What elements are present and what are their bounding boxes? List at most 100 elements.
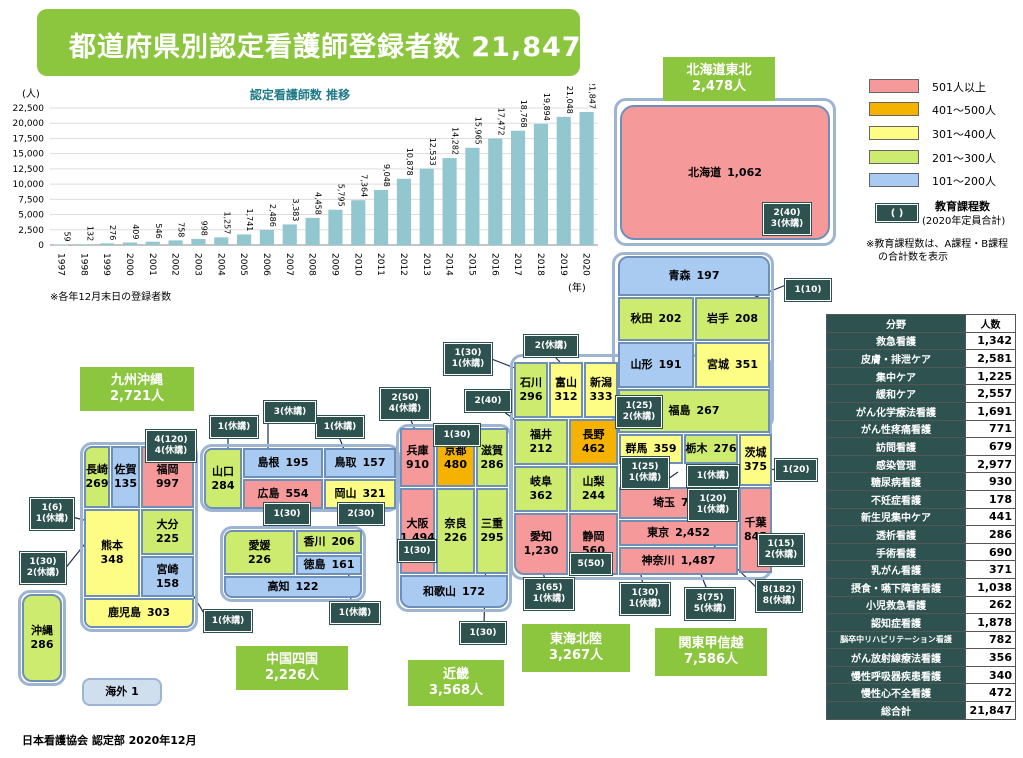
bar-value-label: 5,795 [336, 184, 345, 207]
table-cell-field: 総合計 [826, 701, 966, 720]
table-cell-count: 2,977 [965, 454, 1016, 474]
bar-value-label: 7,364 [359, 174, 368, 197]
bar-value-label: 15,965 [473, 117, 482, 145]
table-cell-field: 乳がん看護 [826, 560, 966, 579]
bar-2009 [328, 209, 343, 245]
bar-2010 [351, 200, 366, 245]
x-tick-label: 2008 [307, 253, 317, 276]
page-title: 都道府県別認定看護師登録者数 21,847名 [69, 32, 610, 63]
bar-value-label: 1,257 [222, 211, 231, 234]
x-tick-label: 2013 [421, 253, 431, 276]
x-tick-label: 2006 [261, 253, 271, 276]
table-row: 緩和ケア 2,557 [826, 384, 1016, 403]
pref-kanagawa: 神奈川 1,487 [619, 547, 738, 575]
bar-2007 [282, 224, 297, 245]
table-cell-count: 262 [965, 595, 1016, 615]
pref-saga: 佐賀 135 [111, 446, 140, 508]
pref-kumamoto: 熊本 348 [84, 509, 140, 597]
region-box-kinki: 近畿 3,568人 [408, 660, 504, 706]
course-box-nagano: 1(25) 2(休講) [615, 395, 663, 429]
bar-value-label: 9,048 [382, 164, 391, 187]
title-banner: 都道府県別認定看護師登録者数 21,847名 [37, 9, 609, 76]
table-cell-count: 690 [965, 542, 1016, 562]
chart-ylabel: (人) [22, 88, 40, 100]
course-box-hokkaido: 2(40) 3(休講) [762, 202, 812, 236]
bar-2017 [511, 130, 526, 245]
table-cell-count: 771 [965, 419, 1016, 439]
table-cell-field: 手術看護 [826, 542, 966, 562]
region-box-hokkaido-tohoku: 北海道東北 2,478人 [663, 57, 775, 101]
x-tick-label: 2011 [375, 253, 385, 276]
pref-wakayama: 和歌山 172 [400, 575, 508, 608]
legend-label-401: 401〜500人 [932, 104, 996, 117]
table-row: 感染管理 2,977 [826, 454, 1016, 474]
y-tick-label: 22,500 [13, 104, 45, 114]
y-tick-label: 5,000 [18, 211, 44, 221]
table-row: 小児救急看護 262 [826, 595, 1016, 615]
table-header-field: 分野 [826, 314, 966, 333]
legend-course-sub: (2020年定員合計) [922, 216, 1006, 227]
x-tick-label: 2003 [192, 253, 202, 276]
course-box-shizuoka: 5(50) [569, 552, 613, 576]
table-cell-field: がん性疼痛看護 [826, 419, 966, 439]
table-row: 摂食・嚥下障害看護 1,038 [826, 577, 1016, 597]
table-cell-field: がん放射線療法看護 [826, 648, 966, 667]
course-box-shimane: 3(休講) [263, 400, 317, 424]
table-cell-field: 感染管理 [826, 454, 966, 474]
bar-2006 [259, 229, 274, 245]
course-box-miyazaki: 1(休講) [203, 609, 253, 633]
pref-aomori: 青森 197 [618, 256, 770, 296]
field-count-table: 分野 人数 救急看護 1,342 皮膚・排泄ケア 2,581 集中ケア 1,225 緩和ケア… [826, 314, 1016, 720]
table-row: がん化学療法看護 1,691 [826, 401, 1016, 421]
pref-kagawa: 香川 206 [296, 530, 362, 554]
x-tick-label: 2012 [398, 253, 408, 276]
table-cell-count: 286 [965, 525, 1016, 544]
course-box-toyama: 2(休講) [523, 334, 579, 358]
y-tick-label: 15,000 [13, 150, 45, 160]
chart-title: 認定看護師数 推移 [250, 87, 350, 102]
table-cell-count: 679 [965, 437, 1016, 456]
pref-gifu: 岐阜 362 [514, 466, 568, 512]
table-cell-count: 2,557 [965, 384, 1016, 403]
table-header-count: 人数 [965, 314, 1016, 333]
bar-value-label: 10,878 [405, 148, 414, 176]
bar-2015 [465, 147, 480, 245]
table-cell-field: 不妊症看護 [826, 489, 966, 509]
y-tick-label: 10,000 [13, 180, 45, 190]
course-box-hiroshima: 1(30) [263, 502, 311, 526]
pref-tottori: 鳥取 157 [324, 448, 396, 478]
course-box-yamaguchi: 1(休講) [209, 415, 259, 439]
table-cell-field: 救急看護 [826, 331, 966, 351]
legend-swatch-101 [869, 173, 919, 187]
table-cell-count: 1,225 [965, 366, 1016, 386]
region-box-kyushu-okinawa: 九州沖縄 2,721人 [80, 367, 194, 411]
course-box-mie: 1(30) [459, 621, 507, 645]
course-box-gunma: 1(25) 1(休講) [620, 456, 670, 490]
table-row: がん放射線療法看護 356 [826, 648, 1016, 667]
pref-niigata: 新潟 333 [584, 362, 618, 418]
bar-2000 [122, 242, 137, 245]
bar-value-label: 21,048 [565, 86, 574, 114]
x-tick-label: 1997 [55, 253, 65, 276]
table-row: 訪問看護 679 [826, 437, 1016, 456]
pref-nagano: 長野 462 [569, 419, 618, 465]
table-cell-field: 糖尿病看護 [826, 472, 966, 491]
bar-1997 [54, 244, 69, 246]
pref-yamagata: 山形 191 [618, 342, 694, 388]
table-cell-count: 371 [965, 560, 1016, 579]
course-box-aichi: 3(65) 1(休講) [523, 577, 575, 611]
table-row: 認知症看護 1,878 [826, 613, 1016, 632]
bar-value-label: 19,894 [542, 93, 551, 121]
bar-2013 [419, 168, 434, 245]
pref-yamanashi: 山梨 244 [569, 466, 618, 512]
legend-swatch-301 [869, 126, 919, 140]
pref-shiga: 滋賀 286 [476, 428, 508, 487]
course-box-nagasaki: 1(6) 1(休講) [29, 497, 75, 531]
pref-ishikawa: 石川 296 [514, 362, 548, 418]
region-box-chugoku-shikoku: 中国四国 2,226人 [236, 646, 348, 690]
bar-1999 [100, 243, 115, 245]
table-cell-count: 356 [965, 648, 1016, 667]
table-cell-field: 脳卒中リハビリテーション看護 [826, 630, 966, 650]
course-box-kanagawa: 3(75) 5(休講) [684, 587, 736, 621]
x-tick-label: 2002 [170, 253, 180, 276]
